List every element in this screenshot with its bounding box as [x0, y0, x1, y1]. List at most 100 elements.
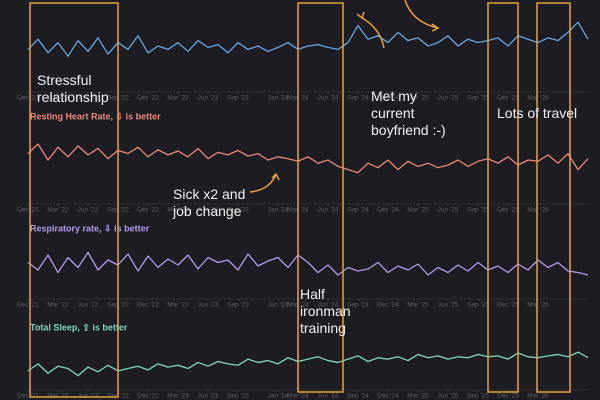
- x-tick-label: Dec '25: [497, 207, 519, 214]
- annotation-line: Stressful: [37, 72, 92, 88]
- x-tick-label: Dec '21: [17, 302, 39, 309]
- annotation-line: ironman: [300, 303, 351, 319]
- x-tick-label: Mar '23: [167, 207, 189, 214]
- panel-title: Total Sleep, ⇧ is better: [30, 322, 128, 332]
- x-tick-label: Mar '26: [527, 207, 549, 214]
- x-tick-label: Sep '24: [347, 207, 369, 214]
- x-tick-label: Dec '22: [137, 95, 159, 102]
- x-tick-label: Dec '22: [137, 207, 159, 214]
- data-line: [27, 143, 589, 174]
- highlight-box: [536, 2, 571, 393]
- x-tick-label: Mar '26: [527, 393, 549, 400]
- x-tick-label: Jun '24: [318, 302, 339, 309]
- arrow: [361, 17, 385, 49]
- x-tick-label: Dec '21: [17, 207, 39, 214]
- annotation-line: boyfriend :-): [371, 122, 446, 138]
- x-tick-label: Sep '24: [347, 393, 369, 400]
- x-tick-label: Mar '26: [527, 302, 549, 309]
- panel-title: Respiratory rate, ⇩ is better: [30, 223, 150, 233]
- x-tick-label: Jun '22: [78, 207, 99, 214]
- x-tick-label: Dec '24: [377, 207, 399, 214]
- x-tick-label: Mar '23: [167, 95, 189, 102]
- x-tick-label: Jun '24: [318, 393, 339, 400]
- x-tick-label: Mar '25: [407, 393, 429, 400]
- annotation-line: relationship: [37, 89, 109, 105]
- x-tick-label: Sep '25: [467, 95, 489, 102]
- x-tick-label: Jan '24: [268, 95, 289, 102]
- x-tick-label: Sep '23: [227, 302, 249, 309]
- x-tick-label: Sep '25: [467, 393, 489, 400]
- arrow-head: [271, 172, 280, 181]
- annotation-line: job change: [173, 203, 242, 219]
- arrow: [404, 0, 439, 29]
- x-tick-label: Sep '24: [347, 302, 369, 309]
- x-tick-label: Jun '23: [198, 95, 219, 102]
- annotation-line: Met my: [371, 88, 417, 104]
- x-tick-label: Jun '24: [318, 207, 339, 214]
- x-tick-label: Sep '23: [227, 95, 249, 102]
- x-tick-label: Mar '22: [47, 207, 69, 214]
- x-tick-label: Dec '22: [137, 302, 159, 309]
- highlight-box: [29, 2, 119, 398]
- annotation: Stressful relationship: [37, 72, 109, 106]
- annotation: Lots of travel: [497, 105, 577, 122]
- arrow-head: [356, 11, 365, 20]
- x-tick-label: Jun '22: [78, 393, 99, 400]
- x-tick-label: Jun '25: [438, 95, 459, 102]
- annotation-line: Lots of travel: [497, 105, 578, 121]
- x-tick-label: Mar '25: [407, 95, 429, 102]
- x-tick-label: Jan '24: [268, 393, 289, 400]
- x-tick-label: Dec '24: [377, 95, 399, 102]
- x-tick-label: Dec '24: [377, 302, 399, 309]
- x-tick-label: Jun '24: [318, 95, 339, 102]
- x-tick-label: Dec '24: [377, 393, 399, 400]
- x-tick-label: Dec '21: [17, 95, 39, 102]
- annotation: Sick x2 and job change: [173, 186, 245, 220]
- annotation-line: Sick x2 and: [173, 186, 246, 202]
- x-tick-label: Jun '25: [438, 302, 459, 309]
- x-tick-label: Mar '25: [407, 302, 429, 309]
- x-tick-label: Sep '23: [227, 207, 249, 214]
- x-tick-label: Jun '22: [78, 95, 99, 102]
- highlight-box: [297, 2, 344, 393]
- x-tick-label: Mar '22: [47, 393, 69, 400]
- arrow-head: [431, 23, 440, 32]
- data-line: [27, 351, 589, 377]
- highlight-boxes: [29, 0, 571, 398]
- annotation-line: Half: [300, 286, 325, 302]
- x-tick-label: Jun '23: [198, 302, 219, 309]
- x-tick-label: Jun '25: [438, 393, 459, 400]
- annotation-line: current: [371, 105, 415, 121]
- x-tick-label: Jan '24: [268, 207, 289, 214]
- x-tick-label: Jun '22: [78, 302, 99, 309]
- data-line: [27, 21, 589, 57]
- x-tick-label: Jun '23: [198, 207, 219, 214]
- x-tick-label: Jan '24: [268, 302, 289, 309]
- x-tick-label: Mar '26: [527, 95, 549, 102]
- panel-title: Resting Heart Rate, ⇩ is better: [30, 111, 161, 121]
- x-tick-label: Dec '22: [137, 393, 159, 400]
- arrow: [249, 173, 277, 193]
- annotation: Met my current boyfriend :-): [371, 88, 446, 139]
- x-tick-label: Mar '23: [167, 393, 189, 400]
- x-tick-label: Dec '21: [17, 393, 39, 400]
- x-tick-label: Mar '22: [47, 302, 69, 309]
- annotation: Half ironman training: [300, 286, 351, 337]
- data-line: [27, 251, 589, 276]
- x-tick-label: Dec '25: [497, 95, 519, 102]
- x-tick-label: Mar '23: [167, 302, 189, 309]
- x-tick-label: Jun '23: [198, 393, 219, 400]
- x-tick-label: Dec '25: [497, 302, 519, 309]
- highlight-box: [487, 2, 519, 393]
- x-tick-label: Jun '25: [438, 207, 459, 214]
- x-tick-label: Dec '25: [497, 393, 519, 400]
- x-tick-label: Sep '24: [347, 95, 369, 102]
- x-tick-label: Mar '22: [47, 95, 69, 102]
- x-tick-label: Sep '25: [467, 302, 489, 309]
- x-tick-label: Mar '24: [287, 393, 309, 400]
- x-tick-label: Sep '25: [467, 207, 489, 214]
- annotation-line: training: [300, 320, 346, 336]
- x-tick-label: Mar '25: [407, 207, 429, 214]
